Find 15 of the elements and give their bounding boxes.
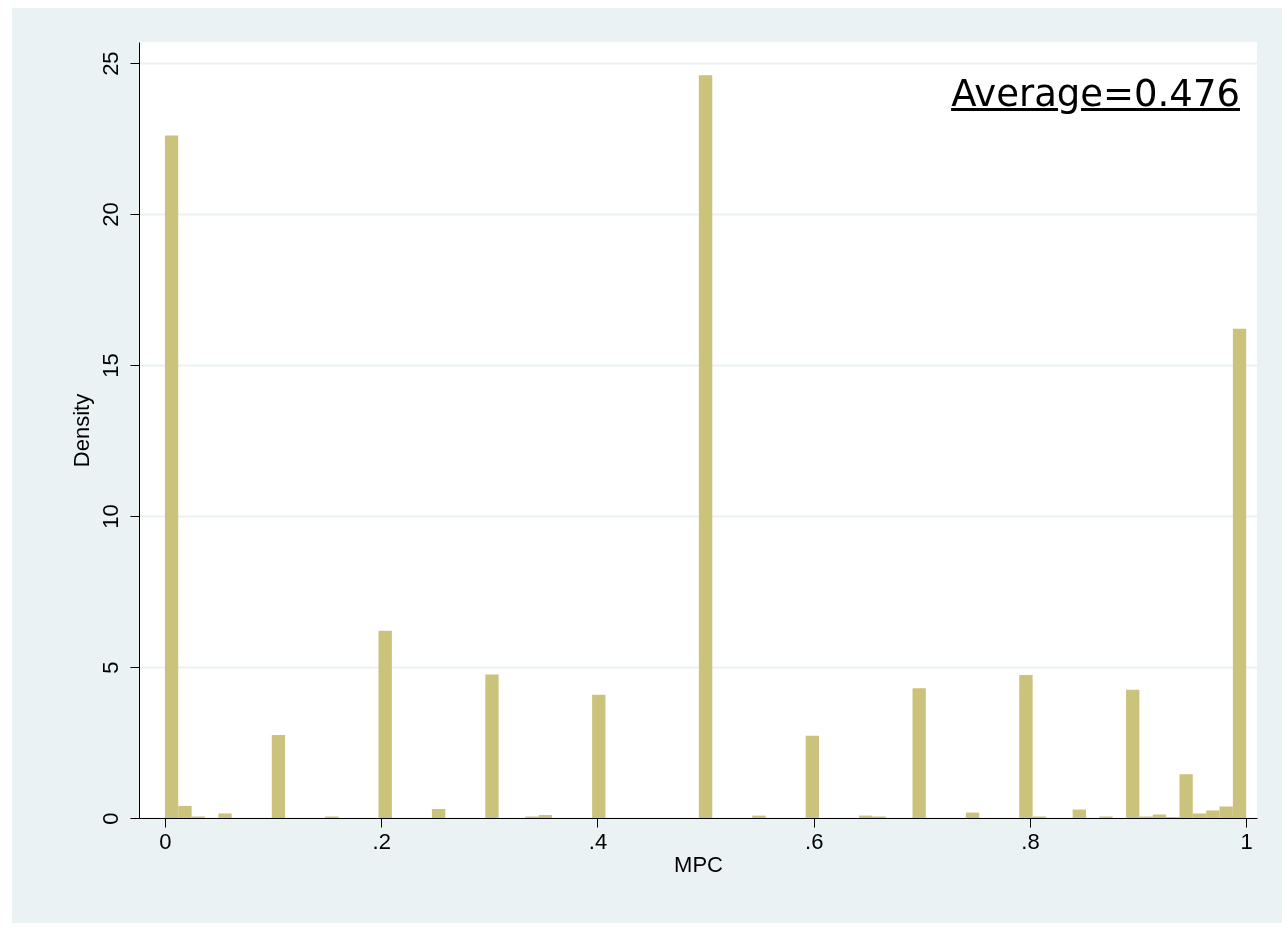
y-tick-label: 0 [97, 812, 123, 825]
y-axis-title: Density [68, 393, 94, 468]
x-tick-label: .4 [588, 828, 608, 854]
y-tick-label: 25 [97, 51, 123, 76]
y-tick-label: 5 [97, 661, 123, 674]
x-tick-label: 1 [1240, 828, 1253, 854]
x-tick-label: .8 [1021, 828, 1040, 854]
y-tick-label: 10 [97, 504, 123, 529]
x-tick-label: 0 [159, 828, 172, 854]
x-axis-title: MPC [674, 851, 724, 877]
y-tick-label: 15 [97, 353, 123, 378]
x-tick-label: .6 [805, 828, 824, 854]
y-tick-label: 20 [97, 202, 123, 227]
annotation: Average=0.476 [951, 72, 1240, 115]
x-tick-label: .2 [372, 828, 391, 854]
